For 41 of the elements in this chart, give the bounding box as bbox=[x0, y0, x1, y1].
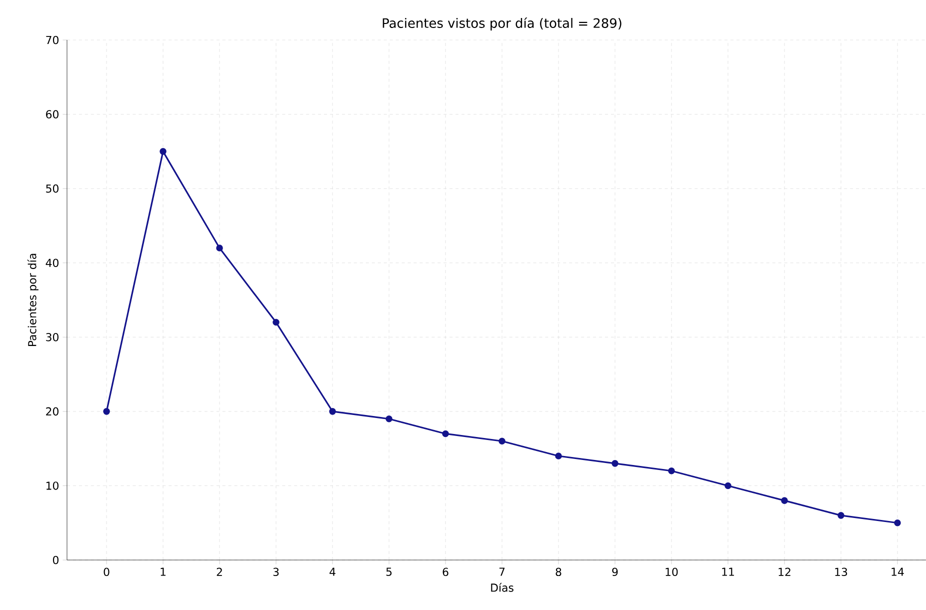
y-tick-label: 20 bbox=[46, 407, 58, 416]
y-tick-label: 50 bbox=[46, 184, 58, 193]
x-tick-label: 1 bbox=[160, 568, 166, 576]
x-tick-label: 3 bbox=[273, 568, 279, 576]
x-tick-label: 11 bbox=[722, 568, 734, 576]
x-tick-label: 12 bbox=[778, 568, 790, 576]
point bbox=[612, 460, 618, 467]
point bbox=[386, 415, 392, 422]
y-tick-label: 40 bbox=[46, 258, 58, 267]
y-tick-label: 10 bbox=[46, 482, 58, 490]
x-tick-label: 8 bbox=[556, 568, 562, 576]
y-tick-label: 0 bbox=[52, 556, 58, 564]
point bbox=[329, 408, 336, 415]
x-tick-label: 2 bbox=[216, 568, 222, 576]
x-axis-title: Días bbox=[491, 582, 514, 592]
x-tick-label: 14 bbox=[892, 568, 904, 576]
point bbox=[724, 482, 732, 490]
point bbox=[555, 452, 562, 460]
point bbox=[216, 244, 223, 252]
point bbox=[272, 318, 280, 326]
point bbox=[160, 148, 166, 155]
point bbox=[894, 519, 901, 526]
x-tick-label: 6 bbox=[442, 568, 448, 576]
x-tick-label: 7 bbox=[499, 568, 505, 576]
point bbox=[668, 467, 675, 474]
y-tick-label: 70 bbox=[46, 36, 58, 44]
point bbox=[442, 430, 449, 438]
y-tick-label: 60 bbox=[46, 110, 58, 118]
y-tick-label: 30 bbox=[46, 333, 58, 342]
x-tick-label: 9 bbox=[612, 568, 618, 576]
x-tick-label: 13 bbox=[835, 568, 848, 576]
point bbox=[781, 497, 788, 504]
point bbox=[498, 438, 506, 445]
x-tick-label: 0 bbox=[104, 568, 110, 576]
chart-title: Pacientes vistos por día (total = 289) bbox=[382, 17, 622, 30]
x-tick-label: 10 bbox=[666, 568, 678, 576]
point bbox=[838, 512, 844, 519]
point bbox=[103, 408, 110, 415]
y-axis-title: Pacientes por día bbox=[27, 254, 38, 346]
x-tick-label: 4 bbox=[330, 568, 336, 576]
x-tick-label: 5 bbox=[386, 568, 392, 576]
